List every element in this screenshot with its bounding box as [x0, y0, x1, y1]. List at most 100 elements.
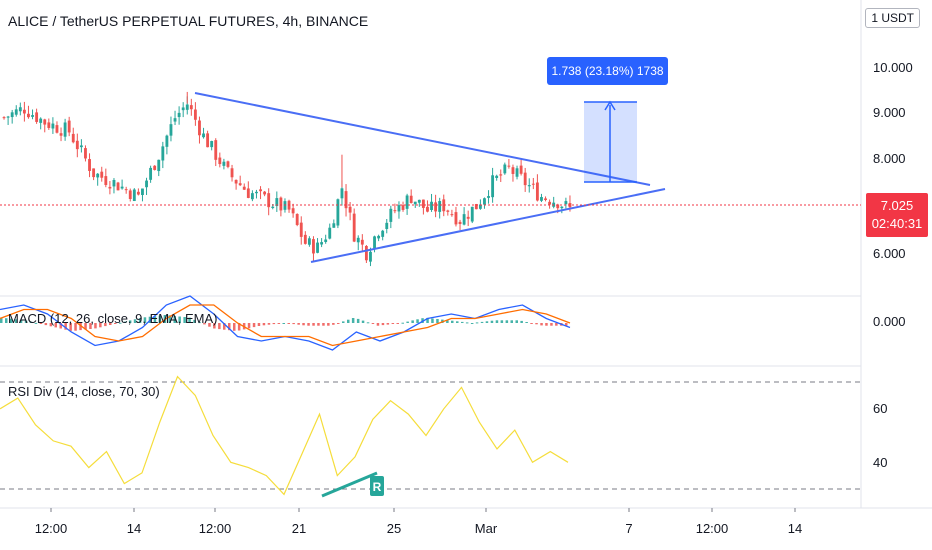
- candle-body: [495, 175, 499, 178]
- candle-body: [67, 120, 71, 133]
- candle-body: [63, 122, 67, 137]
- candle-body: [246, 188, 250, 198]
- macd-histogram-bar: [495, 320, 499, 323]
- candle-body: [145, 180, 148, 188]
- macd-histogram-bar: [44, 323, 48, 326]
- macd-histogram-bar: [213, 323, 216, 329]
- candle-body: [10, 112, 14, 118]
- macd-histogram-bar: [485, 321, 489, 323]
- macd-histogram-bar: [119, 322, 122, 324]
- candle-body: [18, 107, 22, 112]
- candle-body: [263, 191, 267, 195]
- candle-body: [446, 210, 450, 212]
- macd-histogram-bar: [376, 323, 380, 326]
- candle-body: [442, 199, 446, 212]
- candle-body: [434, 202, 438, 212]
- rsi-legend[interactable]: RSI Div (14, close, 70, 30): [8, 384, 160, 399]
- candle-body: [259, 189, 262, 192]
- candle-body: [430, 201, 433, 210]
- macd-histogram-bar: [89, 323, 92, 329]
- macd-histogram-bar: [302, 323, 305, 326]
- candle-body: [47, 122, 51, 128]
- candle-body: [210, 141, 214, 148]
- candle-body: [348, 206, 352, 213]
- macd-histogram-bar: [465, 322, 469, 324]
- macd-histogram-bar: [347, 319, 350, 323]
- macd-histogram-bar: [381, 323, 385, 326]
- rsi-line: [0, 375, 569, 496]
- macd-histogram-bar: [475, 322, 479, 324]
- time-tick-label: 7: [625, 521, 632, 536]
- rsi-tick-40: 40: [873, 455, 887, 470]
- candle-body: [417, 199, 421, 203]
- macd-histogram-bar: [252, 323, 256, 328]
- candle-body: [527, 185, 531, 187]
- candle-body: [491, 175, 495, 198]
- macd-histogram-bar: [555, 323, 558, 326]
- candle-body: [169, 124, 173, 136]
- candle-body: [104, 176, 108, 185]
- macd-histogram-bar: [470, 323, 474, 324]
- macd-histogram-bar: [49, 323, 53, 327]
- candle-body: [389, 208, 393, 222]
- candle-body: [234, 179, 238, 184]
- measurement-arrow-head: [604, 100, 616, 111]
- macd-histogram-bar: [366, 322, 370, 324]
- candle-body: [470, 206, 474, 222]
- candle-body: [206, 133, 210, 148]
- candle-body: [100, 171, 104, 178]
- macd-histogram-bar: [322, 323, 325, 326]
- bar-countdown: 02:40:31: [871, 216, 923, 231]
- rsi-divergence-marker[interactable]: [370, 476, 384, 496]
- candle-body: [515, 168, 519, 177]
- candle-body: [222, 161, 226, 166]
- macd-histogram-bar: [386, 323, 390, 325]
- macd-legend[interactable]: MACD (12, 26, close, 9, EMA, EMA): [8, 311, 218, 326]
- candle-body: [421, 199, 425, 208]
- candle-body: [548, 201, 552, 205]
- candle-body: [466, 216, 470, 219]
- candle-body: [120, 186, 124, 189]
- candle-body: [39, 118, 43, 123]
- macd-histogram-bar: [64, 323, 67, 330]
- candle-body: [320, 242, 324, 245]
- price-tick-6: 6.000: [873, 246, 906, 261]
- candle-body: [177, 112, 181, 118]
- macd-histogram-bar: [262, 323, 266, 326]
- macd-histogram-bar: [361, 320, 365, 323]
- candle-body: [364, 246, 368, 261]
- macd-histogram-bar: [436, 319, 439, 323]
- time-axis[interactable]: 12:00 14 12:00 21 25 Mar 7 12:00 14: [35, 508, 803, 536]
- macd-histogram-bar: [505, 320, 509, 323]
- macd-histogram-bar: [114, 323, 117, 324]
- candle-body: [141, 188, 144, 196]
- chart-title[interactable]: ALICE / TetherUS PERPETUAL FUTURES, 4h, …: [8, 13, 369, 29]
- candle-body: [303, 234, 307, 244]
- candle-body: [340, 188, 344, 199]
- candle-body: [478, 204, 482, 209]
- macd-histogram-bar: [223, 323, 226, 330]
- candle-body: [165, 135, 169, 147]
- macd-histogram-bar: [416, 319, 419, 323]
- macd-histogram-bar: [371, 323, 375, 324]
- candle-body: [250, 193, 254, 200]
- candle-body: [198, 120, 201, 136]
- macd-histogram-bar: [327, 323, 330, 326]
- candle-body: [438, 201, 442, 212]
- price-axis-unit[interactable]: 1 USDT: [865, 8, 920, 28]
- candle-body: [185, 104, 189, 110]
- candle-body: [324, 239, 328, 242]
- macd-histogram-bar: [342, 321, 345, 323]
- macd-histogram-bar: [228, 323, 231, 331]
- candle-body: [79, 145, 83, 148]
- candle-body: [426, 206, 429, 212]
- rsi-tick-60: 60: [873, 401, 887, 416]
- candle-body: [556, 204, 560, 209]
- upper-trendline[interactable]: [194, 92, 651, 186]
- lower-trendline[interactable]: [310, 188, 666, 263]
- candle-body: [153, 165, 157, 170]
- macd-histogram-bar: [198, 322, 201, 324]
- unit-prefix: 1: [871, 11, 882, 25]
- macd-histogram-bar: [79, 323, 82, 331]
